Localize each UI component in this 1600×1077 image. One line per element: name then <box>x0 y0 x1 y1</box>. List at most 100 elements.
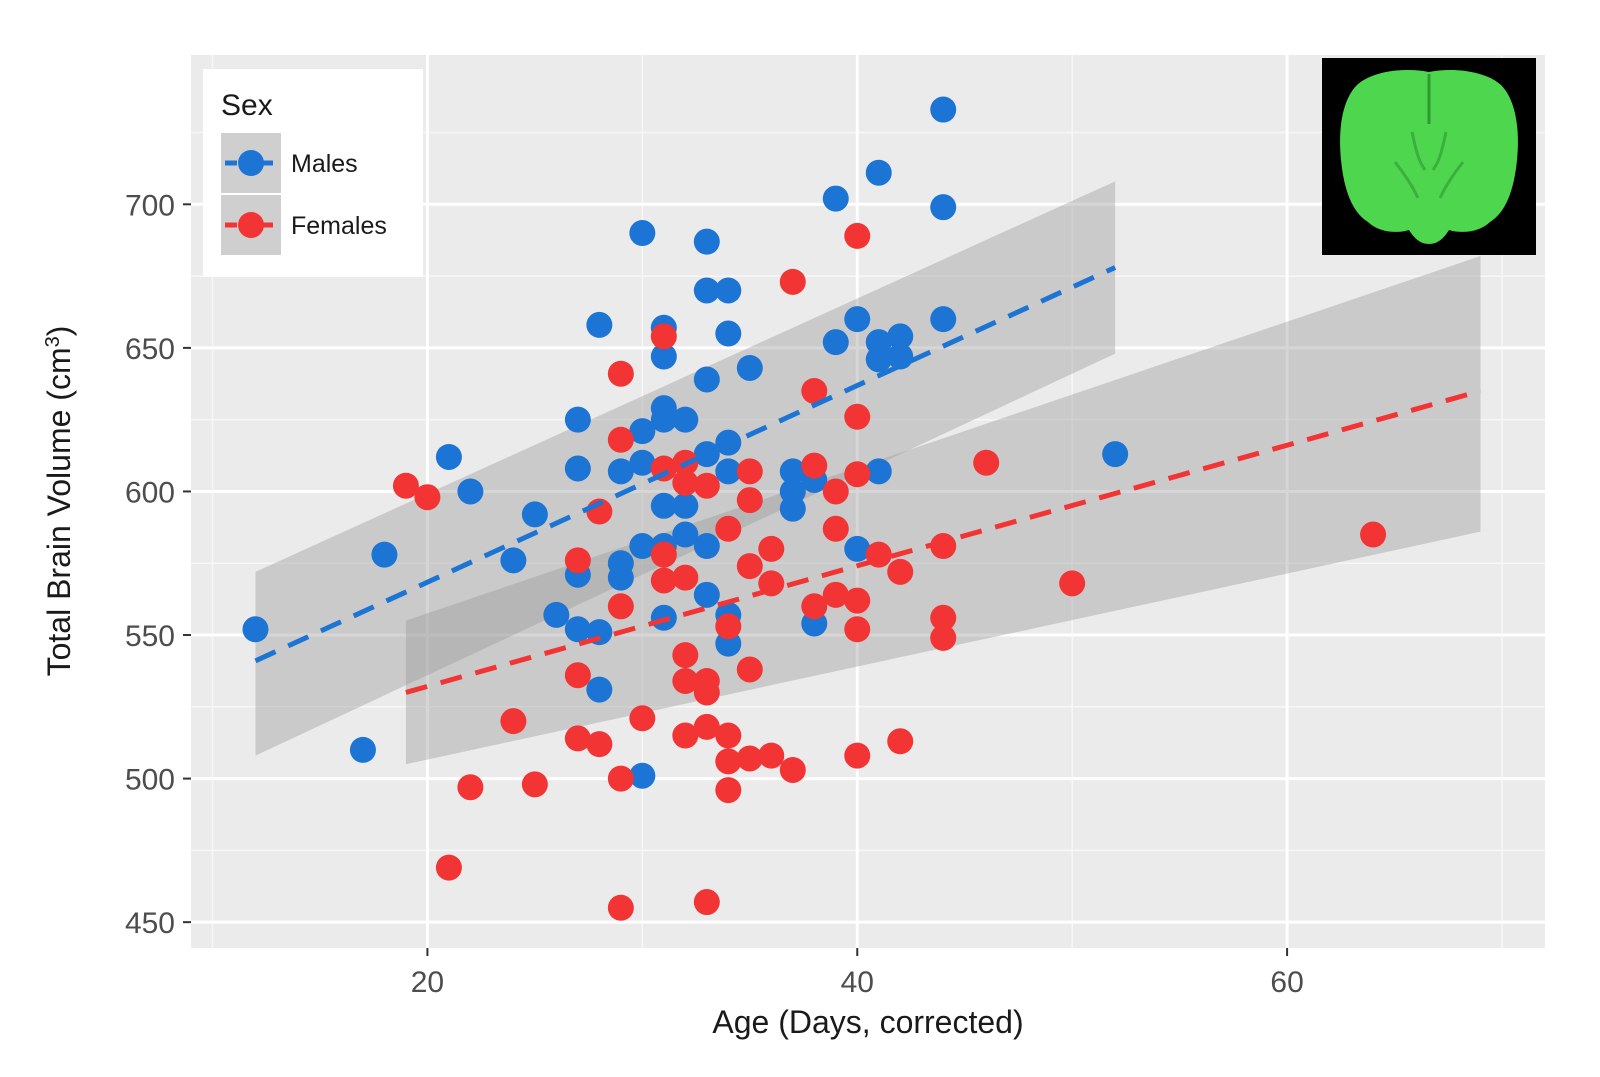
point-females <box>844 403 871 430</box>
point-females <box>1059 570 1086 597</box>
point-males <box>715 320 742 347</box>
legend-key-point <box>238 150 264 176</box>
point-males <box>844 306 871 333</box>
point-females <box>844 742 871 769</box>
brain-ventricles <box>1393 131 1465 199</box>
point-males <box>564 455 591 482</box>
point-males <box>693 441 720 468</box>
point-males <box>887 323 914 350</box>
point-females <box>564 725 591 752</box>
point-females <box>930 624 957 651</box>
legend-item-females: Females <box>221 195 387 255</box>
point-females <box>887 558 914 585</box>
point-males <box>586 311 613 338</box>
point-females <box>801 593 828 620</box>
point-females <box>607 894 634 921</box>
y-tick-label: 450 <box>125 907 175 940</box>
data-points <box>242 96 1387 921</box>
point-females <box>715 777 742 804</box>
y-tick-label: 700 <box>125 189 175 222</box>
point-females <box>715 515 742 542</box>
point-males <box>607 550 634 577</box>
x-tick-label: 40 <box>841 966 874 999</box>
point-males <box>1102 441 1129 468</box>
point-females <box>672 667 699 694</box>
x-tick-label: 60 <box>1270 966 1303 999</box>
point-males <box>715 277 742 304</box>
brain-shape <box>1340 69 1518 244</box>
point-females <box>930 533 957 560</box>
point-females <box>887 728 914 755</box>
point-females <box>392 472 419 499</box>
point-females <box>693 713 720 740</box>
point-males <box>865 458 892 485</box>
point-males <box>930 306 957 333</box>
point-males <box>865 159 892 186</box>
point-females <box>457 774 484 801</box>
point-females <box>607 360 634 387</box>
point-males <box>500 547 527 574</box>
legend-label: Males <box>291 150 358 178</box>
y-axis-ticks: 450 500 550 600 650 700 <box>125 189 191 940</box>
point-females <box>736 487 763 514</box>
point-males <box>629 762 656 789</box>
point-females <box>736 745 763 772</box>
point-females <box>736 553 763 580</box>
point-females <box>801 377 828 404</box>
point-females <box>650 541 677 568</box>
point-males <box>650 395 677 422</box>
point-females <box>650 567 677 594</box>
point-males <box>435 443 462 470</box>
point-females <box>607 593 634 620</box>
point-males <box>865 329 892 356</box>
point-females <box>930 604 957 631</box>
point-females <box>779 268 806 295</box>
point-males <box>629 418 656 445</box>
point-females <box>844 587 871 614</box>
point-males <box>736 354 763 381</box>
point-males <box>672 521 699 548</box>
point-males <box>371 541 398 568</box>
point-males <box>930 96 957 123</box>
point-males <box>930 194 957 221</box>
point-males <box>564 406 591 433</box>
point-females <box>844 461 871 488</box>
point-females <box>844 616 871 643</box>
point-females <box>693 472 720 499</box>
x-tick-label: 20 <box>411 966 444 999</box>
point-males <box>822 329 849 356</box>
point-females <box>801 452 828 479</box>
legend-item-males: Males <box>221 133 358 193</box>
y-tick-label: 500 <box>125 764 175 797</box>
legend: Sex Males Females <box>203 69 423 277</box>
point-females <box>822 515 849 542</box>
y-axis-title: Total Brain Volume (cm3) <box>41 326 77 677</box>
point-males <box>242 616 269 643</box>
point-females <box>629 705 656 732</box>
point-males <box>844 535 871 562</box>
legend-title: Sex <box>221 89 273 122</box>
legend-key-point <box>238 212 264 238</box>
point-males <box>564 616 591 643</box>
y-tick-label: 550 <box>125 620 175 653</box>
fit-lines <box>254 265 1482 695</box>
point-females <box>736 458 763 485</box>
point-males <box>693 533 720 560</box>
brain-mri-coronal-icon <box>1322 58 1536 255</box>
y-tick-label: 600 <box>125 476 175 509</box>
point-males <box>629 533 656 560</box>
point-males <box>693 228 720 255</box>
point-males <box>457 478 484 505</box>
point-males <box>629 449 656 476</box>
point-females <box>758 535 785 562</box>
point-males <box>887 343 914 370</box>
point-females <box>521 771 548 798</box>
point-males <box>715 458 742 485</box>
x-axis-ticks: 20 40 60 <box>411 948 1304 999</box>
point-females <box>414 484 441 511</box>
point-males <box>543 601 570 628</box>
point-males <box>779 458 806 485</box>
point-males <box>586 676 613 703</box>
point-males <box>629 220 656 247</box>
